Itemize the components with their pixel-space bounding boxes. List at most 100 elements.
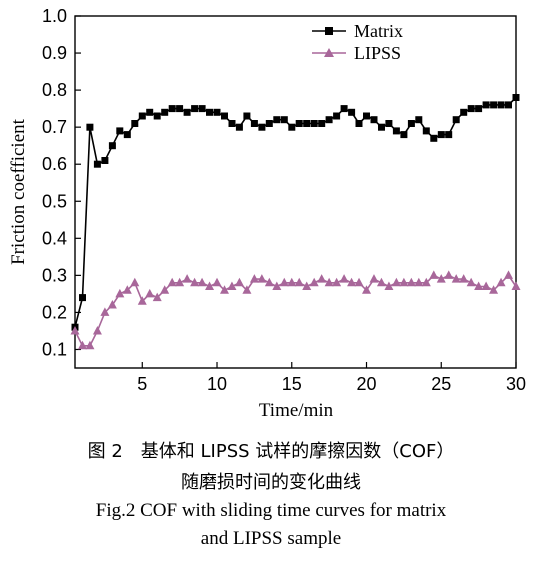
data-point-matrix bbox=[176, 105, 184, 113]
data-point-lipss bbox=[279, 277, 289, 287]
data-point-matrix bbox=[79, 294, 86, 302]
data-point-lipss bbox=[227, 281, 237, 290]
data-point-lipss bbox=[481, 281, 491, 290]
data-point-matrix bbox=[370, 116, 378, 124]
data-point-matrix bbox=[273, 116, 281, 124]
data-point-lipss bbox=[182, 274, 192, 283]
data-point-matrix bbox=[437, 131, 445, 139]
data-point-matrix bbox=[385, 120, 393, 127]
data-point-lipss bbox=[167, 277, 177, 287]
data-point-lipss bbox=[317, 274, 327, 283]
data-point-matrix bbox=[392, 127, 400, 135]
y-tick-label: 0.8 bbox=[42, 80, 67, 100]
data-point-matrix bbox=[258, 123, 266, 131]
data-point-matrix bbox=[415, 116, 423, 124]
data-point-matrix bbox=[280, 116, 288, 124]
data-point-lipss bbox=[384, 281, 394, 290]
data-point-lipss bbox=[444, 270, 454, 279]
y-tick-label: 0.4 bbox=[42, 228, 67, 248]
caption-english-line1: Fig.2 COF with sliding time curves for m… bbox=[95, 500, 447, 521]
data-point-lipss bbox=[489, 285, 499, 294]
data-point-lipss bbox=[197, 277, 207, 287]
data-point-lipss bbox=[339, 274, 349, 283]
y-tick-label: 0.3 bbox=[42, 265, 67, 285]
data-point-lipss bbox=[451, 274, 461, 283]
data-point-matrix bbox=[108, 142, 116, 150]
data-point-matrix bbox=[333, 112, 341, 120]
y-tick-label: 0.5 bbox=[42, 191, 67, 211]
data-point-lipss bbox=[100, 307, 110, 316]
data-point-matrix bbox=[460, 108, 468, 116]
legend: Matrix LIPSS bbox=[312, 21, 403, 63]
data-point-lipss bbox=[257, 274, 267, 283]
data-point-matrix bbox=[407, 120, 415, 127]
data-point-lipss bbox=[496, 277, 506, 287]
data-point-lipss bbox=[77, 340, 87, 350]
y-tick-label: 0.2 bbox=[42, 302, 67, 322]
data-point-lipss bbox=[175, 277, 185, 287]
data-point-lipss bbox=[264, 277, 274, 287]
data-point-matrix bbox=[355, 120, 363, 127]
caption-english-line2: and LIPSS sample bbox=[200, 528, 342, 549]
data-point-matrix bbox=[161, 108, 169, 116]
data-point-lipss bbox=[309, 277, 319, 287]
legend-matrix-marker bbox=[325, 27, 333, 35]
x-axis: 5 10 15 20 25 30 bbox=[137, 362, 526, 394]
data-point-matrix bbox=[265, 120, 273, 127]
data-point-lipss bbox=[190, 277, 200, 287]
data-point-matrix bbox=[243, 112, 251, 120]
data-point-lipss bbox=[115, 288, 125, 298]
data-point-lipss bbox=[511, 281, 521, 290]
data-point-matrix bbox=[318, 120, 326, 127]
data-point-lipss bbox=[242, 285, 252, 294]
y-tick-label: 0.7 bbox=[42, 117, 67, 137]
data-point-matrix bbox=[340, 105, 348, 113]
data-point-matrix bbox=[400, 131, 408, 139]
data-point-matrix bbox=[116, 127, 124, 135]
data-point-matrix bbox=[475, 105, 483, 113]
data-point-lipss bbox=[474, 281, 484, 290]
data-point-lipss bbox=[369, 274, 379, 283]
data-point-matrix bbox=[303, 120, 311, 127]
data-point-matrix bbox=[86, 123, 94, 131]
data-point-matrix bbox=[153, 112, 161, 120]
y-tick-label: 1.0 bbox=[42, 6, 67, 26]
data-point-lipss bbox=[205, 281, 215, 290]
x-tick-label: 5 bbox=[137, 374, 147, 394]
x-tick-label: 15 bbox=[282, 374, 302, 394]
data-point-lipss bbox=[466, 277, 476, 287]
data-point-lipss bbox=[272, 281, 282, 290]
data-point-matrix bbox=[497, 101, 505, 109]
data-point-lipss bbox=[459, 274, 469, 283]
data-point-matrix bbox=[191, 105, 199, 113]
caption-chinese-line2: 随磨损时间的变化曲线 bbox=[181, 472, 361, 493]
data-point-lipss bbox=[122, 285, 132, 294]
data-point-lipss bbox=[429, 270, 439, 279]
y-axis-label: Friction coefficient bbox=[8, 118, 29, 265]
data-point-lipss bbox=[294, 277, 304, 287]
caption-chinese-line1: 图 2 基体和 LIPSS 试样的摩擦因数（COF） bbox=[87, 441, 455, 462]
data-point-matrix bbox=[235, 123, 243, 131]
x-tick-label: 30 bbox=[506, 374, 526, 394]
data-point-lipss bbox=[70, 325, 80, 335]
data-point-matrix bbox=[348, 108, 356, 116]
data-point-matrix bbox=[505, 101, 512, 109]
data-point-matrix bbox=[198, 105, 206, 113]
data-point-matrix bbox=[325, 116, 333, 124]
data-point-lipss bbox=[332, 277, 342, 287]
data-point-matrix bbox=[378, 123, 385, 131]
data-point-lipss bbox=[362, 285, 372, 294]
series-layer bbox=[70, 94, 521, 350]
data-point-lipss bbox=[421, 277, 431, 287]
data-point-lipss bbox=[324, 277, 334, 287]
data-point-lipss bbox=[391, 277, 401, 287]
data-point-matrix bbox=[221, 112, 228, 120]
data-point-matrix bbox=[183, 108, 191, 116]
data-point-matrix bbox=[288, 123, 296, 131]
data-point-lipss bbox=[212, 277, 222, 287]
data-point-lipss bbox=[302, 281, 312, 290]
x-axis-label: Time/min bbox=[259, 400, 334, 421]
data-point-matrix bbox=[250, 120, 258, 127]
data-point-lipss bbox=[249, 274, 259, 283]
plot-frame bbox=[74, 15, 517, 369]
